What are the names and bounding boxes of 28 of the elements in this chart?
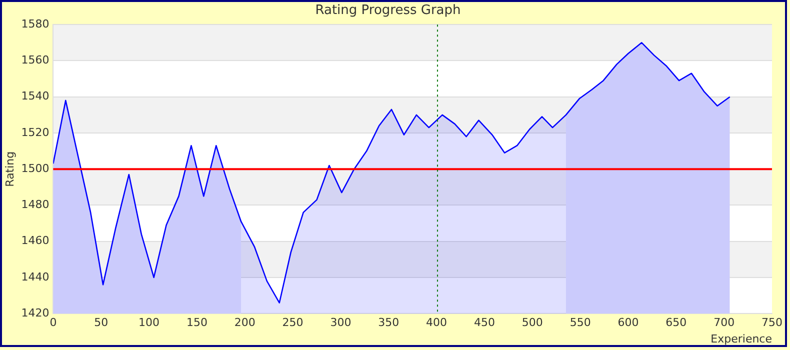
y-tick-label: 1540	[21, 90, 50, 103]
x-tick-label: 350	[378, 316, 400, 330]
x-tick-label: 150	[186, 316, 208, 330]
y-tick-label: 1520	[21, 126, 50, 139]
x-tick-label: 450	[474, 316, 495, 330]
chart-title: Rating Progress Graph	[315, 3, 461, 18]
x-tick-label: 550	[570, 316, 591, 330]
x-tick-label: 500	[522, 316, 543, 330]
x-tick-label: 250	[282, 316, 304, 330]
y-tick-label: 1460	[21, 234, 50, 248]
x-tick-label: 300	[330, 316, 352, 330]
y-tick-label: 1420	[21, 306, 50, 320]
y-tick-label: 1580	[21, 17, 50, 30]
x-tick-label: 750	[762, 316, 782, 330]
x-tick-label: 400	[426, 316, 448, 330]
y-tick-label: 1560	[21, 54, 50, 67]
x-tick-label: 100	[138, 316, 160, 330]
y-tick-label: 1440	[21, 270, 50, 284]
x-tick-label: 650	[666, 316, 687, 330]
x-tick-label: 200	[234, 316, 256, 330]
y-tick-label: 1480	[21, 198, 50, 212]
x-tick-label: 600	[618, 316, 639, 330]
x-tick-label: 50	[94, 316, 108, 330]
y-tick-label: 1500	[21, 162, 50, 175]
x-axis-title: Experience	[710, 332, 772, 346]
y-axis-title: Rating	[3, 151, 16, 187]
x-tick-label: 700	[714, 316, 735, 330]
x-tick-label: 0	[50, 316, 57, 330]
